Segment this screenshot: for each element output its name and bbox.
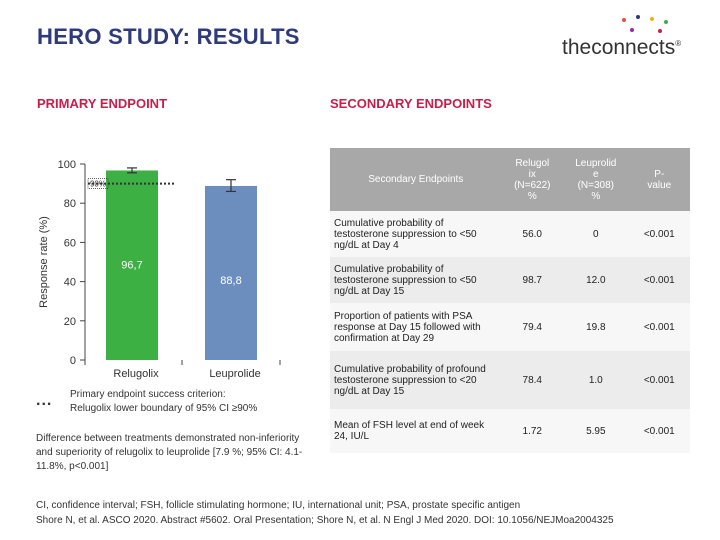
logo-dot-icon (636, 15, 640, 19)
threshold-legend-text: Primary endpoint success criterion: Relu… (70, 388, 300, 416)
primary-endpoint-heading: PRIMARY ENDPOINT (37, 96, 168, 111)
leuprolide-cell: 5.95 (563, 409, 629, 453)
y-tick-label: 60 (64, 237, 76, 249)
endpoint-cell: Cumulative probability of profound testo… (330, 351, 502, 409)
leuprolide-cell: 12.0 (563, 257, 629, 303)
y-tick-label: 20 (64, 316, 76, 328)
legend-line-2: Relugolix lower boundary of 95% CI ≥90% (70, 403, 258, 414)
logo-dot-icon (664, 20, 668, 24)
table-row: Cumulative probability of testosterone s… (330, 257, 690, 303)
endpoint-cell: Proportion of patients with PSA response… (330, 303, 502, 351)
leuprolide-cell: 19.8 (563, 303, 629, 351)
logo-wordmark: theconnects® (562, 36, 682, 59)
endpoint-cell: Cumulative probability of testosterone s… (330, 257, 502, 303)
threshold-legend-marker: ... (36, 392, 53, 409)
y-tick-label: 80 (64, 198, 76, 210)
logo-dot-icon (650, 17, 654, 21)
theconnects-logo: theconnects® (560, 14, 700, 64)
col-header-relugolix: Relugol ix (N=622) % (501, 148, 564, 211)
table-row: Mean of FSH level at end of week 24, IU/… (330, 409, 690, 453)
endpoint-cell: Cumulative probability of testosterone s… (330, 211, 502, 257)
bar-relugolix (106, 170, 158, 360)
y-tick-label: 100 (58, 159, 76, 171)
relugolix-cell: 1.72 (501, 409, 564, 453)
table-row: Cumulative probability of testosterone s… (330, 211, 690, 257)
pvalue-cell: <0.001 (628, 257, 690, 303)
endpoint-cell: Mean of FSH level at end of week 24, IU/… (330, 409, 502, 453)
col-header-pvalue: P- value (628, 148, 690, 211)
legend-line-1: Primary endpoint success criterion: (70, 389, 226, 400)
x-category-label: Leuprolide (209, 368, 260, 380)
relugolix-cell: 56.0 (501, 211, 564, 257)
table-row: Proportion of patients with PSA response… (330, 303, 690, 351)
secondary-endpoints-table: Secondary Endpoints Relugol ix (N=622) %… (330, 148, 690, 453)
relugolix-cell: 78.4 (501, 351, 564, 409)
pvalue-cell: <0.001 (628, 211, 690, 257)
primary-endpoint-bar-chart: 0 20 40 60 80 100 Response rate (%) 96,7 Relugol… (38, 159, 281, 380)
col-header-endpoint: Secondary Endpoints (330, 148, 502, 211)
leuprolide-cell: 0 (563, 211, 629, 257)
relugolix-cell: 98.7 (501, 257, 564, 303)
bar-value-label: 96,7 (121, 259, 142, 271)
pvalue-cell: <0.001 (628, 351, 690, 409)
pvalue-cell: <0.001 (628, 409, 690, 453)
threshold-label: 90% (90, 180, 106, 189)
y-tick-label: 40 (64, 277, 76, 289)
x-category-label: Relugolix (113, 368, 159, 380)
y-tick-label: 0 (70, 355, 76, 367)
footnote: CI, confidence interval; FSH, follicle s… (36, 498, 706, 528)
footnote-abbreviations: CI, confidence interval; FSH, follicle s… (36, 500, 521, 511)
page-title: HERO STUDY: RESULTS (37, 24, 300, 49)
logo-dot-icon (622, 18, 626, 22)
table-row: Cumulative probability of profound testo… (330, 351, 690, 409)
logo-dot-icon (658, 29, 662, 33)
y-axis-label: Response rate (%) (38, 216, 50, 308)
secondary-endpoints-heading: SECONDARY ENDPOINTS (330, 96, 492, 111)
difference-note: Difference between treatments demonstrat… (36, 433, 303, 472)
logo-dot-icon (630, 28, 634, 32)
col-header-leuprolide: Leuprolid e (N=308) % (563, 148, 629, 211)
pvalue-cell: <0.001 (628, 303, 690, 351)
leuprolide-cell: 1.0 (563, 351, 629, 409)
bar-leuprolide (205, 185, 257, 360)
bar-value-label: 88,8 (220, 275, 241, 287)
table-header-row: Secondary Endpoints Relugol ix (N=622) %… (330, 148, 690, 211)
relugolix-cell: 79.4 (501, 303, 564, 351)
footnote-references: Shore N, et al. ASCO 2020. Abstract #560… (36, 515, 614, 526)
